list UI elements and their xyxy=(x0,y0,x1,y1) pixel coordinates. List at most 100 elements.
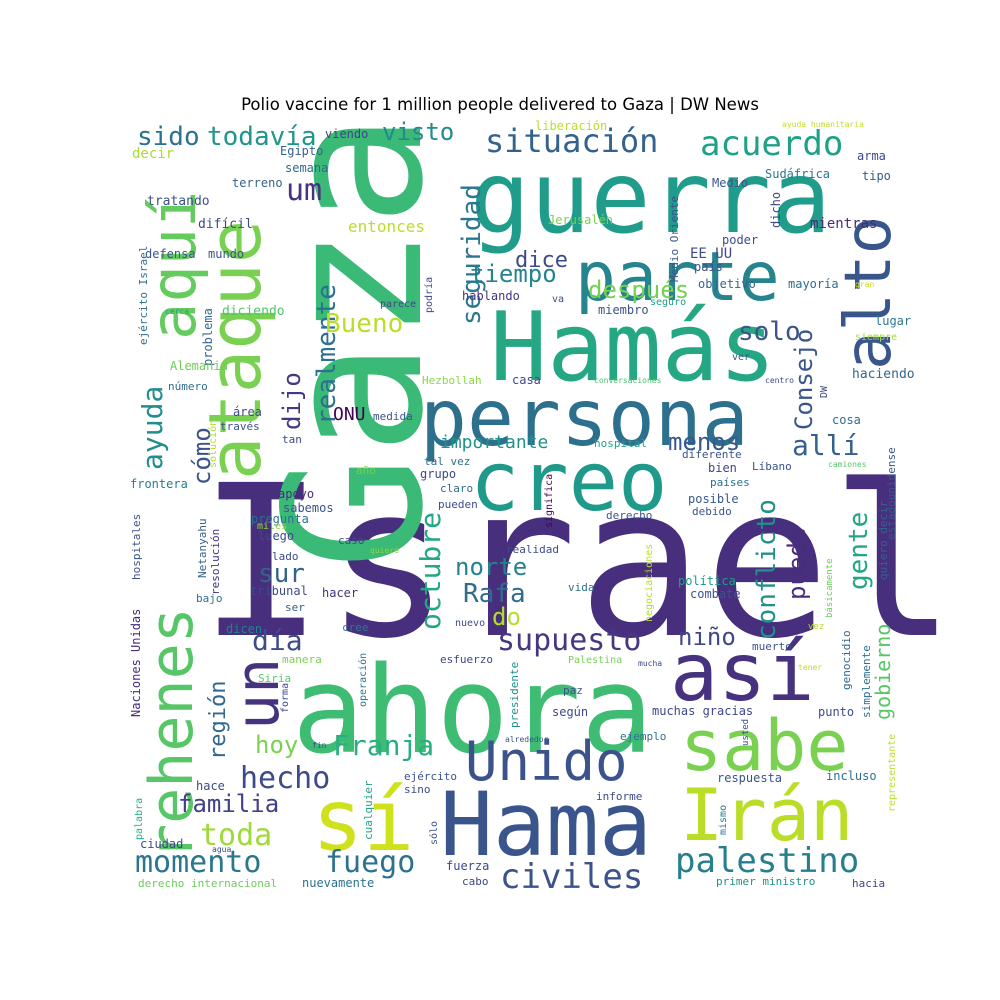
small-word: básicamente xyxy=(825,558,835,618)
small-word: liberación xyxy=(535,119,607,133)
small-word: tipo xyxy=(862,169,891,183)
small-word: medida xyxy=(373,410,413,423)
small-word: quiere xyxy=(370,546,399,555)
small-word: palabra xyxy=(134,798,145,840)
word: entonces xyxy=(348,217,425,236)
small-word: sino xyxy=(404,783,431,796)
small-word: mismo xyxy=(718,805,729,835)
small-word: través xyxy=(220,420,260,433)
word: palestino xyxy=(675,841,859,881)
word: solo xyxy=(738,317,801,347)
word: ataque xyxy=(193,220,277,480)
small-word: derecho internacional xyxy=(138,877,277,890)
word: sur xyxy=(258,559,305,589)
word: Hama xyxy=(440,773,652,876)
word: ayuda xyxy=(136,386,169,470)
word: dijo xyxy=(278,372,306,430)
small-word: tal vez xyxy=(424,455,470,468)
word: parte xyxy=(575,238,780,317)
small-word: ayuda humanitaria xyxy=(782,120,864,129)
small-word: Líbano xyxy=(752,460,792,473)
word: allí xyxy=(792,429,859,462)
word: civiles xyxy=(500,857,643,897)
word: cómo xyxy=(188,427,216,485)
small-word: difícil xyxy=(198,217,253,232)
small-word: muerto xyxy=(752,640,792,653)
small-word: seguro xyxy=(650,297,686,308)
small-word: centro xyxy=(765,376,794,385)
small-word: cosa xyxy=(832,413,861,427)
small-word: sólo xyxy=(428,821,440,845)
small-word: pueden xyxy=(438,498,478,511)
word: acuerdo xyxy=(700,124,843,164)
small-word: ejército xyxy=(404,770,457,783)
small-word: defensa xyxy=(145,247,196,261)
word: Consejo xyxy=(790,329,818,430)
word: hecho xyxy=(240,761,330,796)
word: ONU xyxy=(333,404,366,425)
small-word: hacer xyxy=(322,586,358,600)
small-word: informe xyxy=(596,790,642,803)
small-word: bajo xyxy=(196,592,223,605)
small-word: tan xyxy=(282,433,302,446)
word: sido xyxy=(137,122,200,152)
small-word: operación xyxy=(357,653,369,707)
small-word: esfuerzo xyxy=(440,653,493,666)
small-word: incluso xyxy=(826,769,877,783)
small-word: paz xyxy=(563,684,583,697)
small-word: Egipto xyxy=(280,144,323,158)
small-word: va xyxy=(552,294,564,305)
small-word: lado xyxy=(272,550,299,563)
word: día xyxy=(252,624,303,657)
small-word: miles xyxy=(257,521,287,532)
small-word: ver xyxy=(732,352,750,363)
word: Hamás xyxy=(490,293,776,403)
small-word: parece xyxy=(380,299,416,310)
small-word: representante xyxy=(887,734,898,812)
small-word: arma xyxy=(857,149,886,163)
small-word: usted xyxy=(741,719,751,746)
word: um xyxy=(286,173,322,208)
small-word: política xyxy=(678,574,736,588)
word: guerra xyxy=(470,139,831,256)
small-word: según xyxy=(552,705,588,719)
small-word: camiones xyxy=(828,460,867,469)
word: Bueno xyxy=(325,309,403,339)
word: toda xyxy=(200,818,272,853)
small-word: tratando xyxy=(147,194,210,209)
small-word: país xyxy=(694,260,723,274)
small-word: simplemente xyxy=(860,645,873,718)
small-word: vez xyxy=(808,622,824,632)
small-word: Alemania xyxy=(170,359,228,373)
word: niño xyxy=(678,623,736,651)
word: familia xyxy=(178,790,279,818)
word: gente xyxy=(844,512,874,590)
small-word: fuerza xyxy=(446,859,489,873)
small-word: primer ministro xyxy=(716,875,815,888)
word: situación xyxy=(485,122,658,160)
small-word: conversaciones xyxy=(594,376,662,385)
word: hoy xyxy=(255,731,298,759)
word: Israel xyxy=(198,440,957,685)
word: así xyxy=(670,626,815,719)
small-word: fin xyxy=(312,741,327,750)
small-word: sabemos xyxy=(283,501,334,515)
small-word: cerca xyxy=(165,307,189,316)
word: importante xyxy=(440,432,548,453)
word: octubre xyxy=(414,512,447,630)
word: do xyxy=(492,603,521,631)
small-word: cualquier xyxy=(362,780,375,840)
small-word: tener xyxy=(798,663,822,672)
word: rehenes xyxy=(137,607,207,860)
small-word: claro xyxy=(440,482,473,495)
small-word: Medio Oriente xyxy=(668,196,681,282)
small-word: mucha xyxy=(638,659,662,668)
small-word: miembro xyxy=(598,303,649,317)
word: Irán xyxy=(680,773,853,857)
small-word: casa xyxy=(512,373,541,387)
small-word: terreno xyxy=(232,176,283,190)
small-word: Sudáfrica xyxy=(765,167,830,181)
small-word: nuevamente xyxy=(302,876,374,890)
small-word: solución xyxy=(207,420,219,468)
